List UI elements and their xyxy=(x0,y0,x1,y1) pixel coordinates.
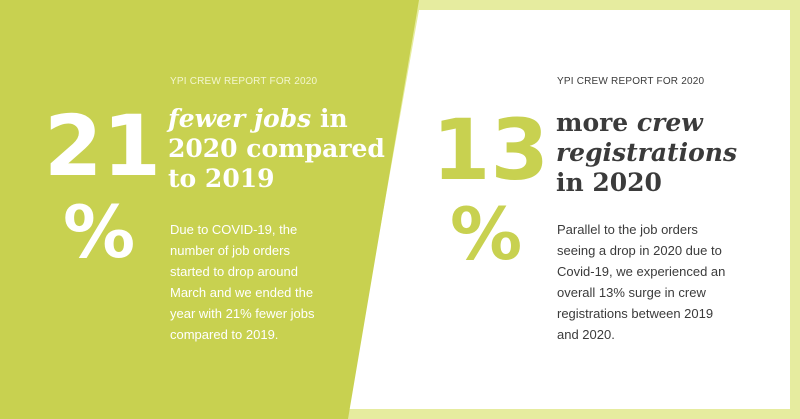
body-line: Covid-19, we experienced an xyxy=(557,264,726,279)
stat-percent: % xyxy=(450,192,523,276)
body-line: Due to COVID-19, the xyxy=(170,222,298,237)
white-card xyxy=(348,10,790,409)
headline-line-3: in 2020 xyxy=(556,168,662,197)
body-line: registrations between 2019 xyxy=(557,306,714,321)
body-line: overall 13% surge in crew xyxy=(557,285,706,300)
body-text: Parallel to the job orders seeing a drop… xyxy=(557,219,725,345)
body-line: and 2020. xyxy=(557,327,615,342)
body-line: year with 21% fewer jobs xyxy=(170,306,315,321)
body-line: March and we ended the xyxy=(170,285,314,300)
stat-percent: % xyxy=(63,190,136,274)
body-line: started to drop around xyxy=(170,264,298,279)
headline-italic: fewer jobs xyxy=(168,104,312,133)
body-line: seeing a drop in 2020 due to xyxy=(557,243,722,258)
headline-plain: more xyxy=(556,108,637,137)
headline-italic: crew xyxy=(636,108,703,137)
stat-number: 13 xyxy=(432,101,549,199)
headline-rest: in xyxy=(311,104,348,133)
green-card xyxy=(0,0,419,419)
headline-line-3: to 2019 xyxy=(168,164,275,193)
headline: fewer jobs in 2020 compared to 2019 xyxy=(168,104,385,194)
body-line: number of job orders xyxy=(170,243,290,258)
body-text: Due to COVID-19, the number of job order… xyxy=(170,219,315,345)
body-line: compared to 2019. xyxy=(170,327,279,342)
stat-number: 21 xyxy=(44,97,161,195)
report-label: YPI CREW REPORT FOR 2020 xyxy=(170,76,318,87)
report-label: YPI CREW REPORT FOR 2020 xyxy=(557,76,705,87)
headline-italic: registrations xyxy=(556,138,738,167)
body-line: Parallel to the job orders xyxy=(557,222,698,237)
headline-line-2: 2020 compared xyxy=(168,134,385,163)
headline: more crew registrations in 2020 xyxy=(556,108,737,198)
